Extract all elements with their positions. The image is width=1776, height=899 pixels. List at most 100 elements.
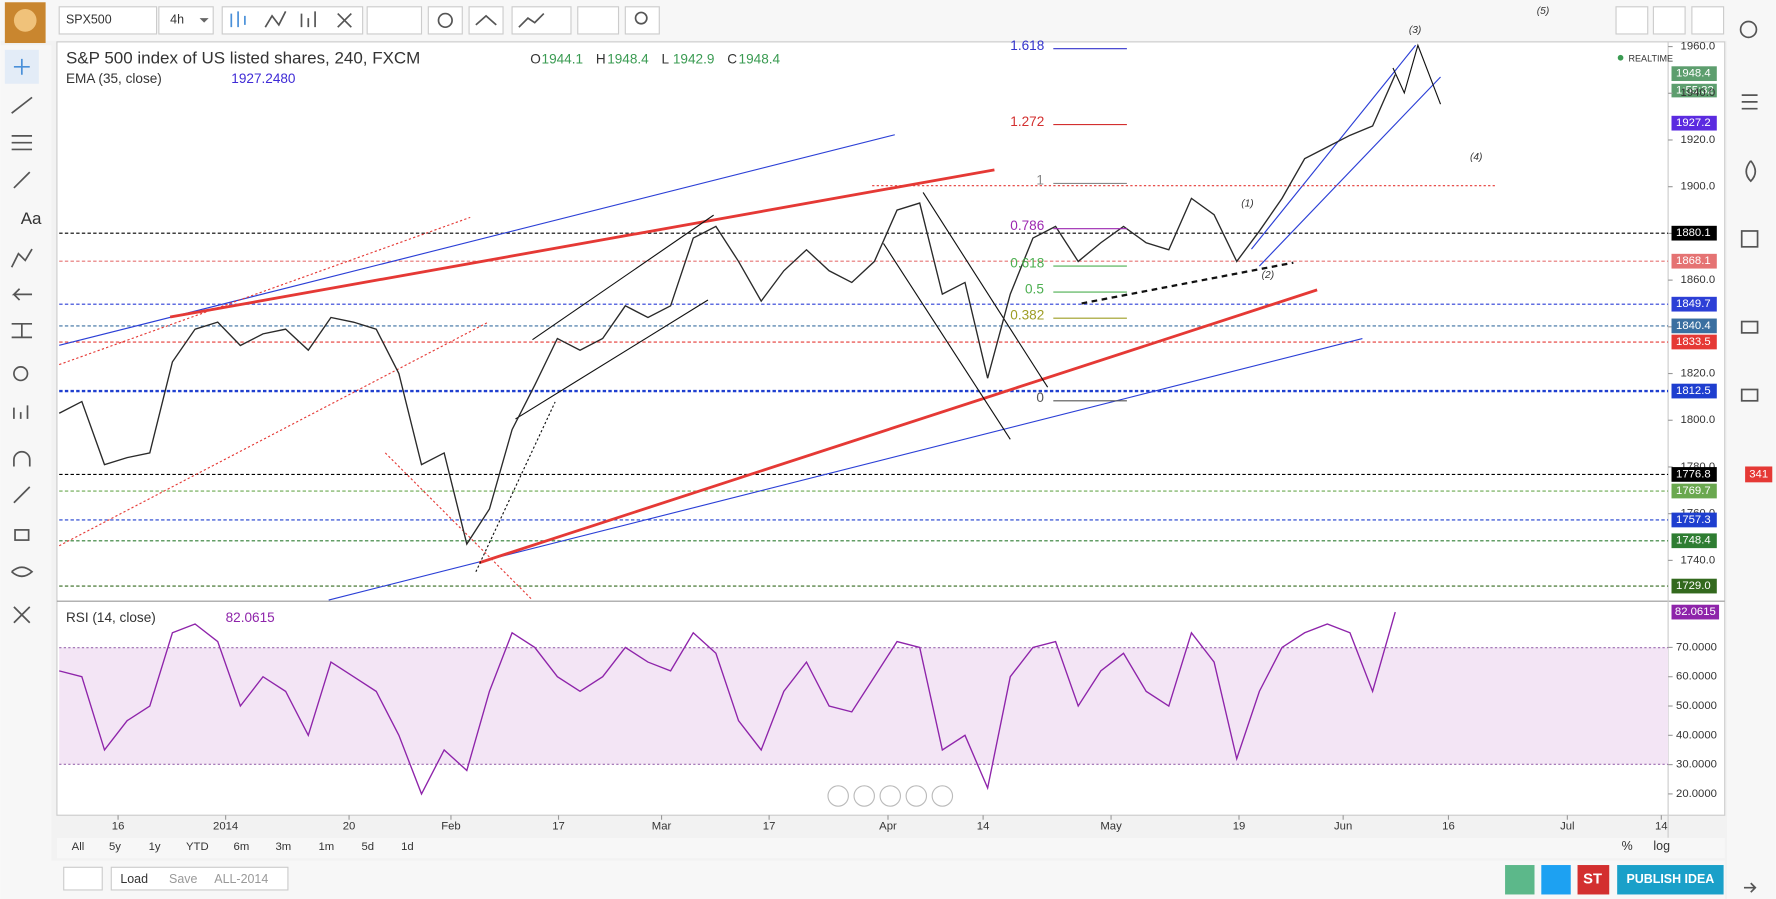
color-select[interactable] — [63, 866, 103, 891]
stay-drawing-tool[interactable] — [13, 486, 31, 504]
ohlc-key: C — [727, 52, 737, 67]
st-button[interactable]: ST — [1583, 872, 1602, 888]
level-box — [1671, 512, 1717, 528]
candles-icon — [230, 11, 246, 28]
price-line — [58, 74, 1396, 546]
text-tool[interactable]: Aa — [21, 209, 42, 228]
fullscreen-button[interactable] — [1691, 6, 1725, 35]
hide-tool[interactable] — [11, 566, 34, 578]
indicators-button[interactable] — [511, 6, 572, 35]
layout-name[interactable]: ALL-2014 — [214, 872, 268, 886]
x-tick-label: 17 — [763, 821, 776, 833]
streams-icon[interactable] — [1740, 388, 1759, 402]
wave-label: (1) — [1241, 198, 1253, 209]
range-button[interactable]: 3m — [275, 841, 291, 853]
search-icon[interactable] — [1739, 20, 1758, 39]
ohlc-key: L — [662, 52, 670, 67]
settings-button[interactable] — [427, 6, 463, 35]
range-button[interactable]: 1m — [318, 841, 334, 853]
brush-tool[interactable] — [13, 171, 31, 189]
fib-label: 1.618 — [1010, 38, 1044, 53]
y-tick-label: 40.0000 — [1676, 729, 1717, 741]
snapshot-button[interactable] — [1505, 865, 1535, 895]
undo-button[interactable] — [1615, 6, 1649, 35]
ohlc-key: O — [530, 52, 541, 67]
zoom-out[interactable] — [853, 785, 875, 807]
log-toggle[interactable]: log — [1653, 839, 1670, 853]
publish-button[interactable]: PUBLISH IDEA — [1626, 872, 1714, 886]
fib-label: 1 — [1036, 173, 1044, 188]
pattern-tool[interactable] — [10, 248, 33, 268]
sidebar-icons — [1739, 20, 1759, 893]
redo-button[interactable] — [1652, 6, 1686, 35]
plot — [58, 74, 1396, 796]
chart-title: S&P 500 index of US listed shares, 240, … — [66, 48, 420, 67]
zoom-in[interactable] — [905, 785, 928, 807]
range-button[interactable]: 5y — [109, 841, 121, 853]
fib-label: 0 — [1036, 390, 1044, 405]
y-tick-label: 1820.0 — [1681, 368, 1716, 380]
toolbar-buttons — [221, 6, 1725, 35]
st-box[interactable] — [1577, 865, 1610, 895]
channel — [1258, 76, 1441, 267]
chart-type-dropdown[interactable] — [366, 6, 423, 35]
chat-icon[interactable] — [1740, 320, 1759, 334]
chart-style-buttons[interactable] — [221, 6, 364, 35]
percent-toggle[interactable]: % — [1622, 839, 1633, 853]
arrow-tool[interactable] — [11, 288, 33, 301]
symbol-box[interactable] — [58, 6, 158, 35]
hotlist-icon[interactable] — [1745, 160, 1757, 183]
trendline-tool[interactable] — [11, 96, 33, 114]
bars-pattern-tool[interactable] — [13, 405, 29, 419]
level-label: 1757.3 — [1676, 514, 1711, 526]
range-button[interactable]: 6m — [234, 841, 250, 853]
alert-button[interactable] — [624, 6, 660, 35]
x-tick-label: May — [1100, 821, 1122, 833]
notification-badge[interactable]: 341 — [1749, 468, 1768, 480]
range-button[interactable]: All — [72, 841, 85, 853]
nav-buttons — [827, 785, 954, 807]
zoom-tool[interactable] — [13, 365, 29, 382]
y-tick-label: 1860.0 — [1681, 274, 1716, 286]
scroll-left[interactable] — [827, 785, 849, 807]
x-tick-label: 19 — [1233, 821, 1246, 833]
trendline — [59, 134, 895, 346]
y-tick-label: 1800.0 — [1681, 414, 1716, 426]
scroll-right[interactable] — [931, 785, 954, 807]
channel — [1251, 44, 1417, 250]
indicator-icon — [518, 12, 545, 28]
template-button[interactable] — [577, 6, 620, 35]
watchlist-icon[interactable] — [1741, 94, 1758, 110]
bulb-icon — [634, 11, 648, 25]
y-tick-label: 1740.0 — [1681, 554, 1716, 566]
x-tick-label: 14 — [1655, 821, 1668, 833]
drawings — [58, 43, 1495, 601]
calendar-icon[interactable] — [1740, 230, 1759, 248]
twitter-button[interactable] — [1541, 865, 1571, 895]
compare-button[interactable] — [468, 6, 504, 35]
load-button[interactable]: Load — [120, 872, 148, 886]
save-button[interactable]: Save — [169, 872, 197, 886]
ohlc-value: 1948.4 — [607, 52, 649, 67]
measure-tool[interactable] — [11, 322, 33, 339]
fib-tool[interactable] — [11, 135, 33, 151]
publish-box[interactable] — [1617, 865, 1724, 895]
magnet-tool[interactable] — [13, 450, 31, 467]
range-button[interactable]: 1d — [401, 841, 414, 853]
lock-tool[interactable] — [14, 529, 30, 541]
level-label: 1840.4 — [1676, 320, 1711, 332]
right-sidebar — [1726, 0, 1776, 899]
logout-icon[interactable] — [1743, 882, 1757, 893]
range-button[interactable]: 1y — [149, 841, 161, 853]
remove-tool[interactable] — [13, 606, 31, 624]
range-button[interactable]: YTD — [186, 841, 209, 853]
ohlc-value: 1944.1 — [542, 52, 584, 67]
channel — [532, 214, 714, 341]
range-button[interactable]: 5d — [362, 841, 375, 853]
level-label: 1880.1 — [1676, 227, 1711, 239]
x-tick-label: Feb — [441, 821, 461, 833]
x-tick-label: Mar — [652, 821, 672, 833]
reset[interactable] — [879, 785, 902, 807]
level-box — [1671, 296, 1717, 312]
price-levels — [59, 232, 1669, 587]
